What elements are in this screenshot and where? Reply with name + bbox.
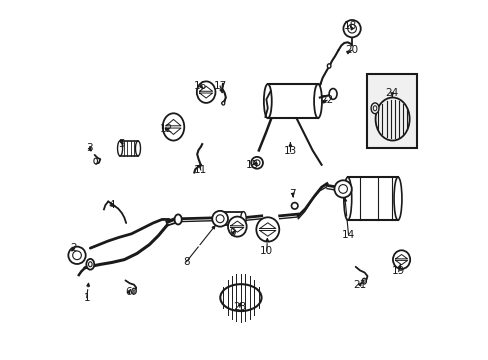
Ellipse shape bbox=[163, 113, 184, 140]
Ellipse shape bbox=[135, 141, 140, 156]
Ellipse shape bbox=[375, 98, 409, 140]
Text: 23: 23 bbox=[233, 302, 246, 312]
Bar bbox=[347, 177, 397, 220]
Ellipse shape bbox=[88, 262, 92, 267]
Ellipse shape bbox=[343, 177, 351, 220]
Text: 8: 8 bbox=[183, 257, 189, 267]
Ellipse shape bbox=[212, 211, 227, 226]
Text: 4: 4 bbox=[108, 200, 115, 210]
Text: 21: 21 bbox=[353, 280, 366, 290]
Ellipse shape bbox=[393, 177, 401, 220]
Bar bbox=[267, 84, 317, 118]
Ellipse shape bbox=[174, 215, 182, 225]
Ellipse shape bbox=[220, 212, 225, 225]
Ellipse shape bbox=[338, 185, 347, 193]
Text: 6: 6 bbox=[125, 287, 132, 297]
Text: 12: 12 bbox=[160, 124, 173, 134]
Ellipse shape bbox=[254, 160, 260, 166]
Ellipse shape bbox=[86, 259, 94, 270]
Text: 7: 7 bbox=[289, 189, 296, 199]
Text: 24: 24 bbox=[385, 88, 398, 98]
Ellipse shape bbox=[313, 84, 321, 118]
Ellipse shape bbox=[370, 103, 378, 114]
Ellipse shape bbox=[133, 290, 135, 292]
Text: 20: 20 bbox=[345, 45, 358, 55]
Ellipse shape bbox=[68, 247, 85, 264]
Text: 10: 10 bbox=[260, 246, 273, 256]
Ellipse shape bbox=[251, 157, 263, 169]
Text: 19: 19 bbox=[391, 266, 405, 276]
Ellipse shape bbox=[227, 217, 246, 237]
Bar bbox=[120, 141, 138, 156]
Ellipse shape bbox=[256, 217, 279, 242]
Ellipse shape bbox=[343, 20, 360, 37]
Ellipse shape bbox=[117, 141, 122, 156]
Ellipse shape bbox=[220, 284, 261, 311]
Ellipse shape bbox=[392, 250, 409, 269]
Ellipse shape bbox=[264, 84, 271, 118]
Text: 3: 3 bbox=[86, 143, 93, 153]
Ellipse shape bbox=[196, 81, 215, 103]
Ellipse shape bbox=[326, 64, 330, 68]
Ellipse shape bbox=[240, 212, 245, 225]
Text: 9: 9 bbox=[229, 228, 236, 238]
Ellipse shape bbox=[347, 24, 356, 33]
Text: 5: 5 bbox=[118, 139, 125, 149]
Text: 14: 14 bbox=[341, 230, 354, 239]
Ellipse shape bbox=[372, 106, 376, 111]
Text: 17: 17 bbox=[213, 81, 226, 91]
Bar bbox=[366, 74, 416, 148]
Text: 11: 11 bbox=[194, 165, 207, 175]
Text: 1: 1 bbox=[83, 293, 90, 303]
Text: 16: 16 bbox=[194, 81, 207, 91]
Text: 2: 2 bbox=[70, 243, 77, 253]
Ellipse shape bbox=[222, 102, 224, 105]
Ellipse shape bbox=[363, 280, 365, 282]
Ellipse shape bbox=[94, 158, 97, 164]
Bar bbox=[222, 212, 243, 225]
Ellipse shape bbox=[216, 215, 224, 223]
Ellipse shape bbox=[291, 203, 297, 209]
Ellipse shape bbox=[73, 251, 81, 260]
Ellipse shape bbox=[328, 89, 336, 99]
Text: 13: 13 bbox=[283, 146, 296, 156]
Ellipse shape bbox=[362, 278, 366, 284]
Text: 15: 15 bbox=[245, 160, 259, 170]
Text: 18: 18 bbox=[343, 21, 356, 31]
Ellipse shape bbox=[334, 180, 351, 198]
Text: 22: 22 bbox=[320, 95, 333, 105]
Ellipse shape bbox=[132, 288, 136, 294]
